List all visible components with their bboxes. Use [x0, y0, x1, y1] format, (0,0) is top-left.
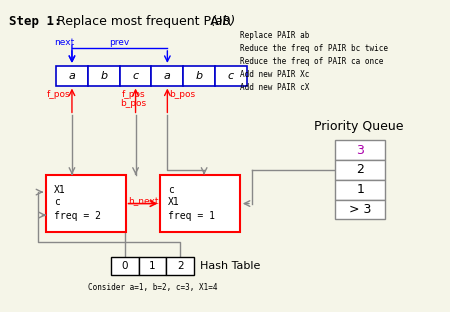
Text: Reduce the freq of PAIR bc twice: Reduce the freq of PAIR bc twice	[240, 44, 388, 53]
Bar	[120, 66, 152, 85]
Text: Reduce the freq of PAIR ca once: Reduce the freq of PAIR ca once	[240, 57, 383, 66]
Bar	[335, 200, 385, 219]
Text: c: c	[54, 197, 60, 207]
Text: c: c	[132, 71, 139, 81]
Bar	[88, 66, 120, 85]
Text: freq = 1: freq = 1	[168, 211, 216, 221]
Text: h_next: h_next	[128, 196, 158, 205]
Text: Consider a=1, b=2, c=3, X1=4: Consider a=1, b=2, c=3, X1=4	[88, 283, 217, 292]
Text: prev: prev	[109, 38, 130, 47]
Text: b_pos: b_pos	[121, 99, 147, 108]
Text: Priority Queue: Priority Queue	[315, 120, 404, 133]
Text: 2: 2	[177, 261, 184, 271]
Bar	[139, 257, 166, 275]
Text: f_pos: f_pos	[122, 90, 145, 99]
Text: 1: 1	[356, 183, 364, 196]
Text: freq = 2: freq = 2	[54, 211, 101, 221]
Text: c: c	[168, 185, 174, 195]
Bar	[152, 66, 183, 85]
Text: 2: 2	[356, 163, 364, 176]
Text: Add new PAIR cX: Add new PAIR cX	[240, 83, 309, 92]
Text: f_pos: f_pos	[46, 90, 70, 99]
Text: b_pos: b_pos	[169, 90, 195, 99]
Bar	[56, 66, 88, 85]
Text: 1: 1	[149, 261, 156, 271]
Bar	[160, 175, 240, 232]
Text: a: a	[68, 71, 76, 81]
Bar	[335, 160, 385, 180]
Bar	[166, 257, 194, 275]
Text: b: b	[196, 71, 202, 81]
Text: next: next	[54, 38, 74, 47]
Text: (ab): (ab)	[210, 15, 235, 28]
Text: Replace most frequent PAIR: Replace most frequent PAIR	[53, 15, 235, 28]
Bar	[111, 257, 139, 275]
Bar	[335, 140, 385, 160]
Text: X1: X1	[168, 197, 180, 207]
Text: 3: 3	[356, 144, 364, 157]
Text: Replace PAIR ab: Replace PAIR ab	[240, 31, 309, 40]
Text: Step 1:: Step 1:	[9, 15, 62, 28]
Text: > 3: > 3	[349, 203, 371, 216]
Text: c: c	[228, 71, 234, 81]
Bar	[215, 66, 247, 85]
Text: b: b	[100, 71, 107, 81]
Text: Hash Table: Hash Table	[200, 261, 261, 271]
Text: X1: X1	[54, 185, 66, 195]
Text: 0: 0	[122, 261, 128, 271]
Text: Add new PAIR Xc: Add new PAIR Xc	[240, 70, 309, 79]
Text: a: a	[164, 71, 171, 81]
Bar	[46, 175, 126, 232]
Bar	[335, 180, 385, 200]
Bar	[183, 66, 215, 85]
